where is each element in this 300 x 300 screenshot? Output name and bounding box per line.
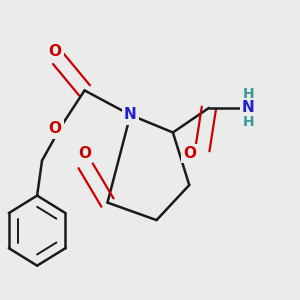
Text: O: O [78,146,91,161]
Text: O: O [49,122,62,136]
Text: N: N [242,100,254,116]
Text: H: H [242,115,254,129]
Text: O: O [183,146,196,161]
Text: H: H [242,87,254,101]
Text: N: N [124,107,137,122]
Text: O: O [49,44,62,59]
